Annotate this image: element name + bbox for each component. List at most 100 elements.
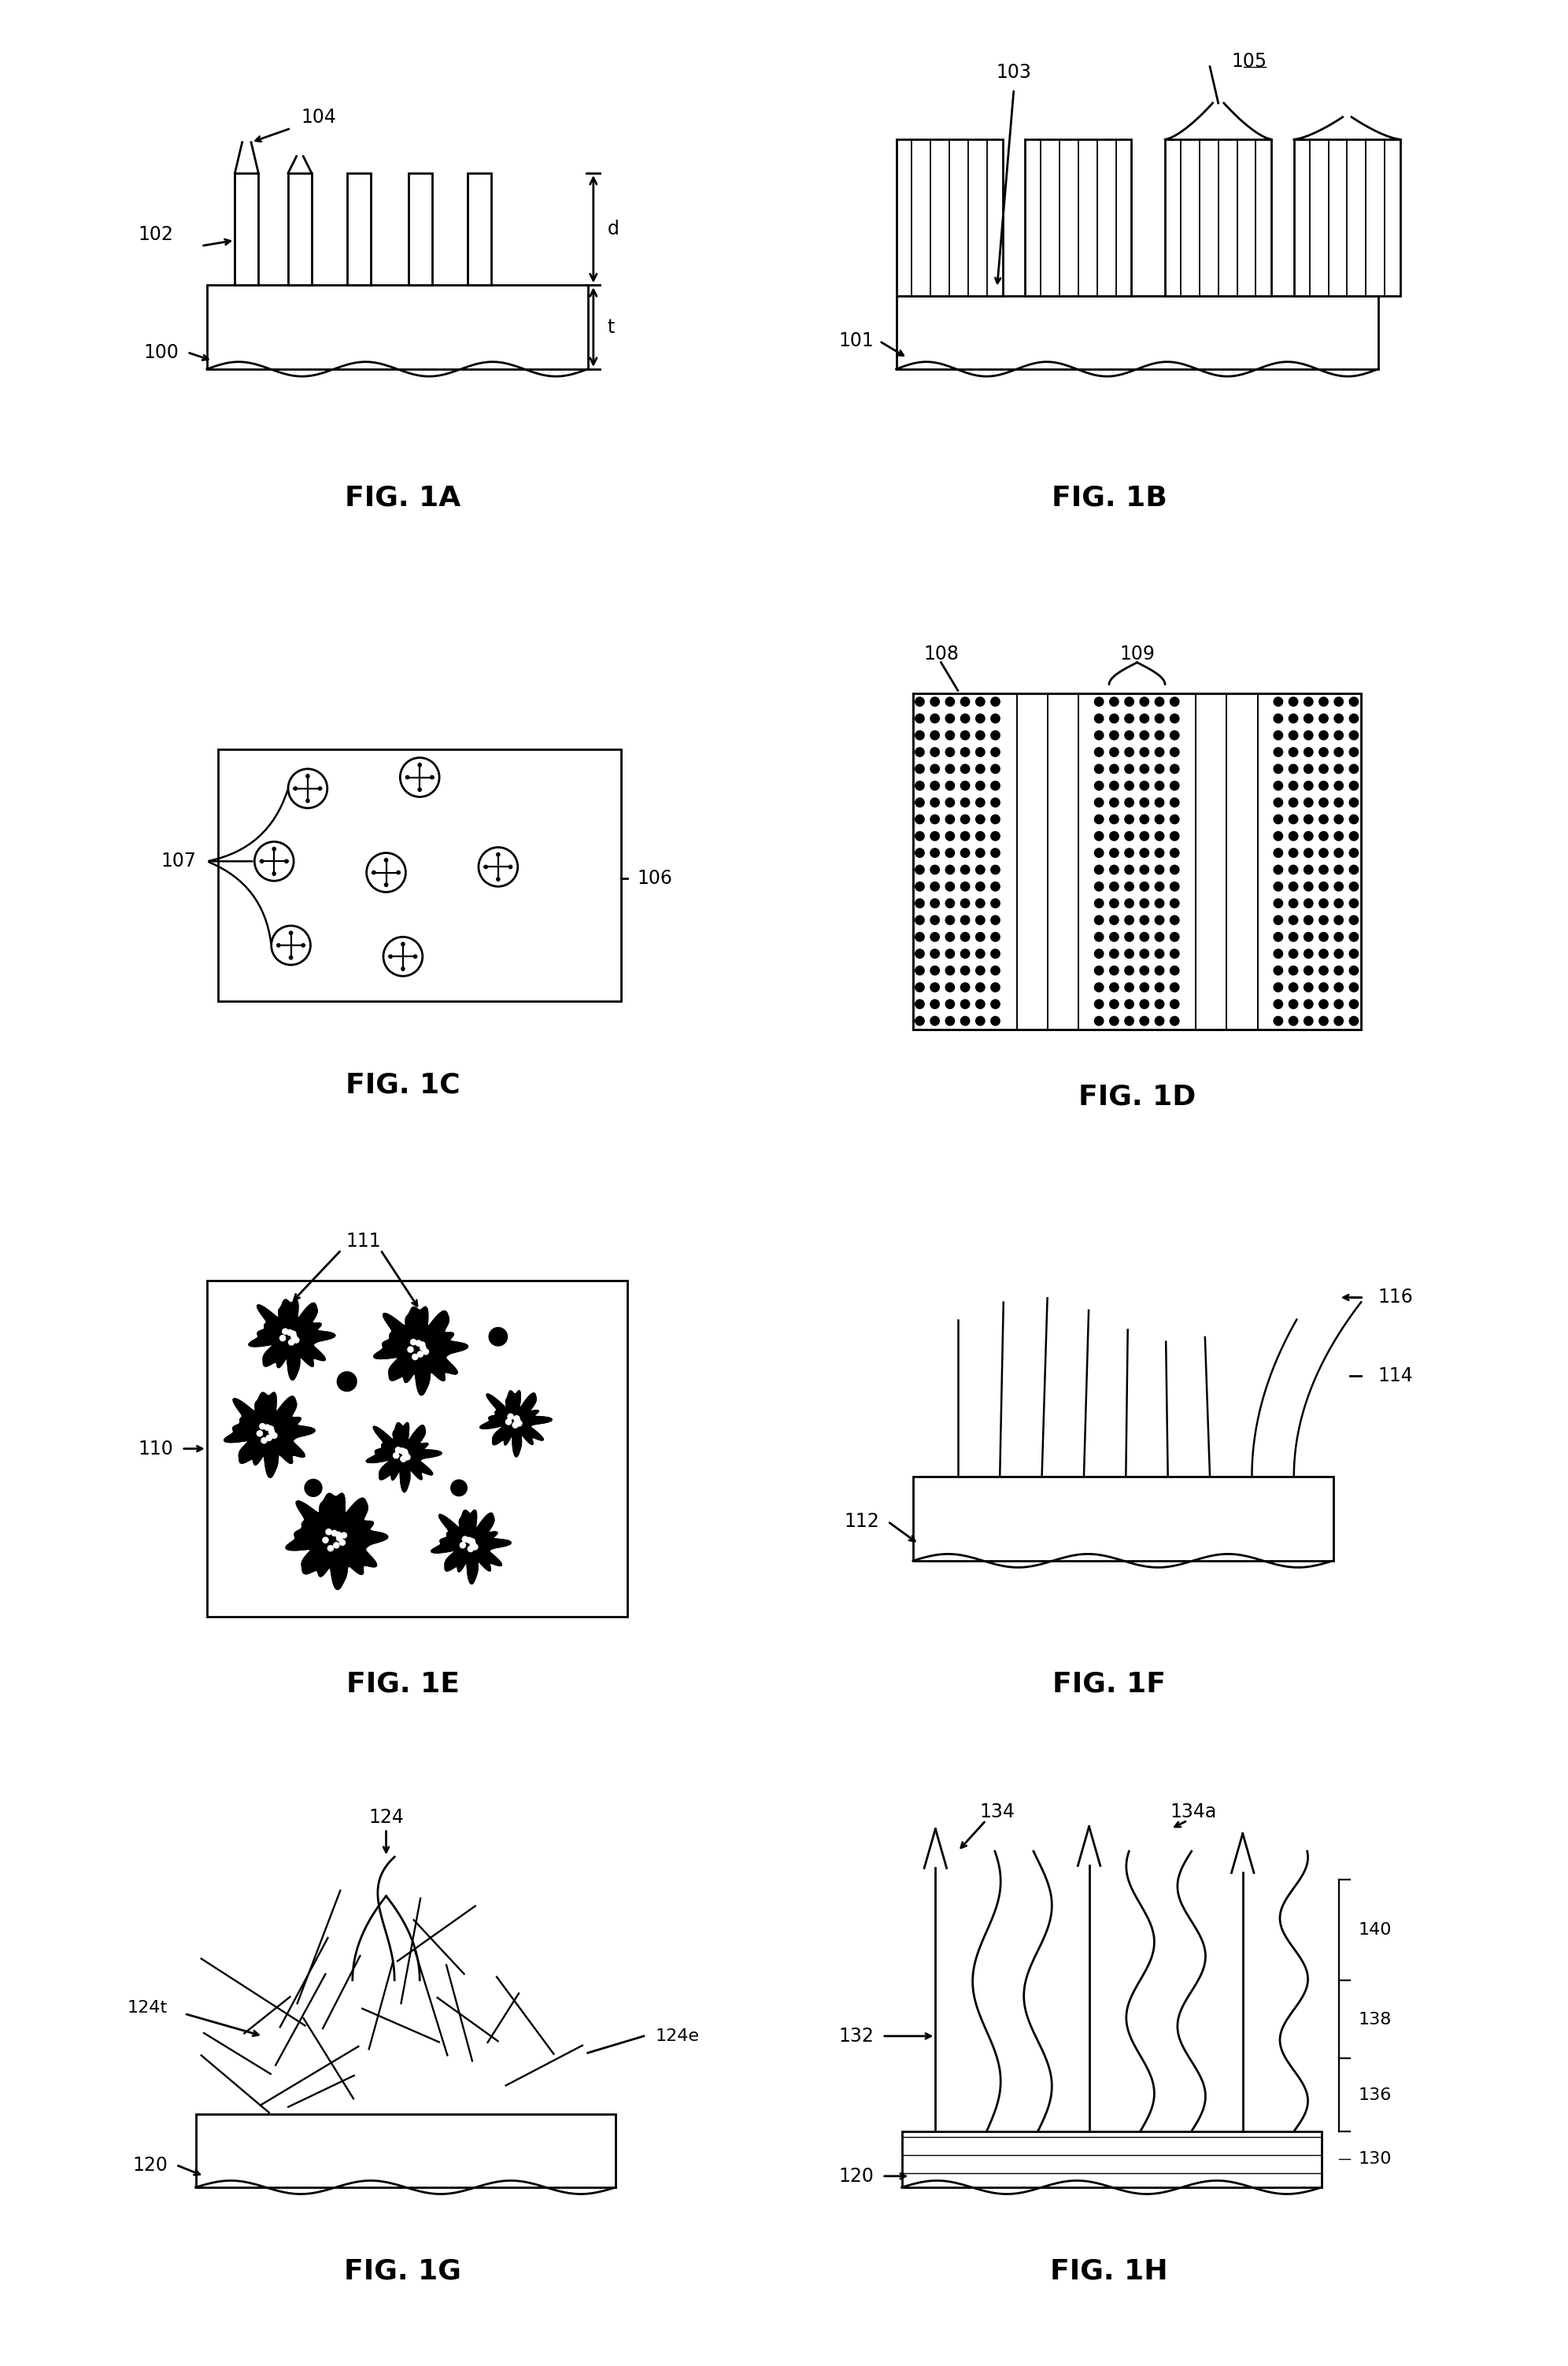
Circle shape [336, 1536, 343, 1543]
Circle shape [1348, 864, 1359, 875]
Circle shape [1170, 864, 1179, 875]
Circle shape [946, 764, 955, 774]
Circle shape [1154, 1015, 1165, 1027]
Circle shape [1109, 764, 1120, 774]
Circle shape [1348, 899, 1359, 909]
Circle shape [1319, 781, 1328, 790]
Circle shape [975, 696, 985, 707]
Circle shape [1303, 830, 1314, 842]
Circle shape [946, 715, 955, 724]
Text: 107: 107 [162, 852, 196, 871]
Circle shape [1289, 916, 1298, 925]
Circle shape [1303, 764, 1314, 774]
Circle shape [1303, 814, 1314, 823]
Bar [347, 173, 370, 284]
Circle shape [1094, 1015, 1104, 1027]
Circle shape [991, 949, 1000, 958]
Circle shape [1289, 731, 1298, 741]
Circle shape [1273, 965, 1283, 975]
Circle shape [1124, 847, 1134, 859]
Circle shape [1319, 916, 1328, 925]
Polygon shape [373, 1306, 467, 1396]
Circle shape [412, 1353, 419, 1360]
Circle shape [1140, 748, 1149, 757]
Circle shape [1109, 864, 1120, 875]
Circle shape [1273, 982, 1283, 991]
Circle shape [1334, 1015, 1344, 1027]
Circle shape [991, 764, 1000, 774]
Circle shape [1109, 949, 1120, 958]
Circle shape [505, 1420, 511, 1424]
Circle shape [914, 731, 925, 741]
Circle shape [991, 715, 1000, 724]
Circle shape [1094, 715, 1104, 724]
Circle shape [946, 847, 955, 859]
Circle shape [1289, 696, 1298, 707]
Circle shape [416, 1339, 422, 1346]
Circle shape [1170, 748, 1179, 757]
Circle shape [1094, 864, 1104, 875]
Circle shape [472, 1543, 478, 1550]
Circle shape [1154, 781, 1165, 790]
Circle shape [1273, 781, 1283, 790]
Circle shape [1334, 998, 1344, 1010]
Circle shape [946, 797, 955, 807]
Circle shape [1154, 982, 1165, 991]
Circle shape [1109, 696, 1120, 707]
Circle shape [930, 797, 939, 807]
Circle shape [946, 864, 955, 875]
Circle shape [318, 786, 323, 790]
Circle shape [914, 797, 925, 807]
Circle shape [1289, 781, 1298, 790]
Circle shape [260, 859, 263, 864]
Circle shape [1273, 696, 1283, 707]
Circle shape [1273, 916, 1283, 925]
Circle shape [1094, 814, 1104, 823]
Circle shape [1319, 949, 1328, 958]
Circle shape [946, 916, 955, 925]
Text: FIG. 1B: FIG. 1B [1051, 485, 1167, 511]
Circle shape [914, 965, 925, 975]
Circle shape [914, 781, 925, 790]
Circle shape [975, 899, 985, 909]
Circle shape [946, 731, 955, 741]
Circle shape [1154, 764, 1165, 774]
Circle shape [1334, 864, 1344, 875]
Circle shape [991, 797, 1000, 807]
Circle shape [1140, 731, 1149, 741]
Circle shape [960, 830, 971, 842]
Circle shape [417, 762, 422, 767]
Circle shape [1124, 731, 1134, 741]
Circle shape [1319, 814, 1328, 823]
Circle shape [914, 764, 925, 774]
Circle shape [1334, 899, 1344, 909]
Text: 134: 134 [980, 1803, 1014, 1822]
Circle shape [1273, 899, 1283, 909]
Text: 130: 130 [1358, 2151, 1392, 2167]
Circle shape [1303, 932, 1314, 942]
Circle shape [304, 1479, 321, 1495]
Circle shape [1273, 830, 1283, 842]
Circle shape [384, 883, 389, 887]
Text: 101: 101 [839, 331, 873, 350]
Circle shape [1094, 883, 1104, 892]
Polygon shape [285, 1493, 387, 1590]
Circle shape [389, 953, 394, 958]
Circle shape [975, 932, 985, 942]
Circle shape [991, 998, 1000, 1010]
Circle shape [960, 696, 971, 707]
Circle shape [1140, 781, 1149, 790]
Circle shape [1170, 715, 1179, 724]
Bar [207, 1280, 627, 1616]
Circle shape [975, 764, 985, 774]
Circle shape [1094, 982, 1104, 991]
Circle shape [1170, 883, 1179, 892]
Circle shape [1334, 781, 1344, 790]
Circle shape [975, 998, 985, 1010]
Bar [1025, 140, 1132, 296]
Circle shape [1154, 998, 1165, 1010]
Circle shape [930, 781, 939, 790]
Circle shape [1154, 847, 1165, 859]
Text: 124e: 124e [655, 2028, 699, 2044]
Circle shape [271, 847, 276, 852]
